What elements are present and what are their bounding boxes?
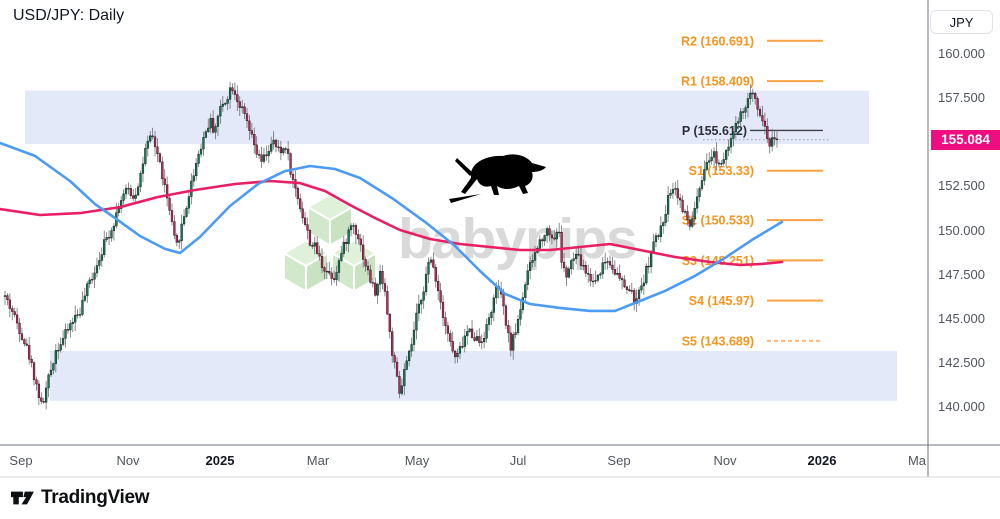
price-tick-152.500: 152.500 [938,178,985,194]
candlestick-series [3,81,779,410]
symbol-title: USD/JPY: Daily [13,7,125,24]
time-tick-nov: Nov [713,453,737,468]
highlight-bands [25,90,897,401]
last-price-badge: 155.084 [931,129,1000,150]
currency-jpy-button[interactable]: JPY [930,10,993,34]
price-tick-150.000: 150.000 [938,222,985,238]
pivot-label-s4: S4 (145.97) [689,294,754,308]
time-tick-2025: 2025 [206,453,235,468]
tradingview-logo-text: TradingView [41,487,150,508]
slow-ma-pink [0,179,784,267]
axis-frame [0,0,1000,478]
time-tick-mar: Mar [307,453,330,468]
time-tick-jul: Jul [510,453,527,468]
fast-ma-blue [0,141,784,313]
pivot-levels: R2 (160.691)R1 (158.409)P (155.612)S1 (1… [681,34,831,348]
price-tick-147.500: 147.500 [938,266,985,282]
time-tick-2026: 2026 [808,453,837,468]
babypips-watermark: babypips [281,193,638,294]
pivot-label-s2: S2 (150.533) [682,214,754,228]
time-tick-may: May [405,453,430,468]
time-tick-sep: Sep [9,453,32,468]
babypips-watermark-text: babypips [398,207,636,271]
price-tick-160.000: 160.000 [938,46,985,61]
time-tick-nov: Nov [116,453,140,468]
time-tick-ma: Ma [908,453,927,468]
pivot-label-s5: S5 (143.689) [682,334,754,348]
highlight-band [25,90,869,145]
bull-icon [449,154,546,203]
tradingview-logo[interactable]: TradingView [9,487,150,509]
highlight-band [50,350,897,401]
pivot-label-r1: R1 (158.409) [681,75,754,89]
price-tick-157.500: 157.500 [938,90,985,106]
price-tick-145.000: 145.000 [938,310,985,326]
pivot-label-r2: R2 (160.691) [681,34,754,48]
price-tick-140.000: 140.000 [938,399,985,414]
price-axis[interactable]: 160.000 157.500 152.500 150.000 147.500 145.0… [928,0,1000,445]
time-tick-sep: Sep [607,453,630,468]
pivot-label-p: P (155.612) [682,124,747,138]
tradingview-logo-icon [11,491,34,505]
time-axis[interactable]: Sep Nov 2025 Mar May Jul Sep Nov 2026 Ma [9,453,926,468]
price-tick-142.500: 142.500 [938,354,985,370]
